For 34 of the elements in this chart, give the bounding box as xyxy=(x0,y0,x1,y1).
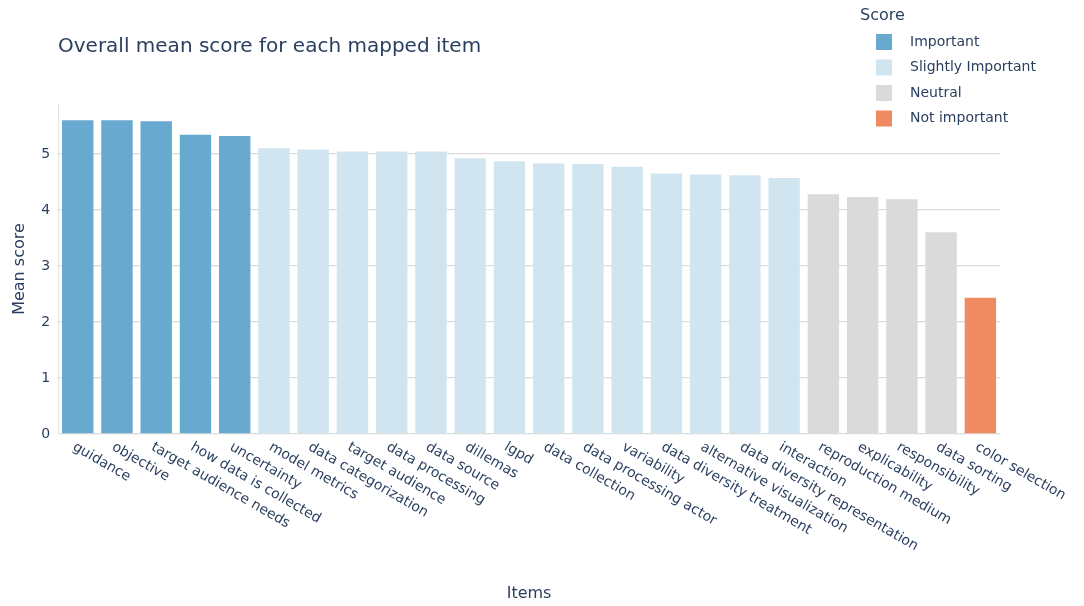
chart-title: Overall mean score for each mapped item xyxy=(58,33,482,58)
bar xyxy=(415,151,447,434)
y-tick-label: 1 xyxy=(41,368,51,385)
legend-label: Neutral xyxy=(910,83,962,100)
y-tick-label: 5 xyxy=(41,144,51,161)
bar xyxy=(493,161,526,434)
bar xyxy=(572,163,604,434)
bar xyxy=(454,158,486,434)
y-axis-title: Mean score xyxy=(8,223,28,315)
bar xyxy=(532,163,565,434)
x-axis-title: Items xyxy=(506,583,552,603)
legend-label: Not important xyxy=(910,109,1009,126)
bar xyxy=(336,151,369,434)
bar xyxy=(729,175,761,434)
y-tick-label: 0 xyxy=(41,424,51,441)
legend-label: Slightly Important xyxy=(910,58,1037,75)
bar xyxy=(297,149,329,434)
bar xyxy=(101,120,133,434)
bar xyxy=(376,151,408,434)
bar xyxy=(964,297,997,434)
bar xyxy=(768,177,800,434)
y-tick-label: 2 xyxy=(41,312,51,329)
bar xyxy=(611,166,643,434)
bar xyxy=(62,120,94,434)
bar xyxy=(219,135,251,434)
y-tick-label: 4 xyxy=(41,200,51,217)
bar xyxy=(650,173,683,434)
bar xyxy=(179,134,212,434)
bar xyxy=(689,174,722,434)
bar xyxy=(258,148,290,434)
legend-title: Score xyxy=(860,5,905,25)
y-tick-label: 3 xyxy=(41,256,51,273)
bar xyxy=(140,121,172,434)
legend-label: Important xyxy=(910,32,980,49)
